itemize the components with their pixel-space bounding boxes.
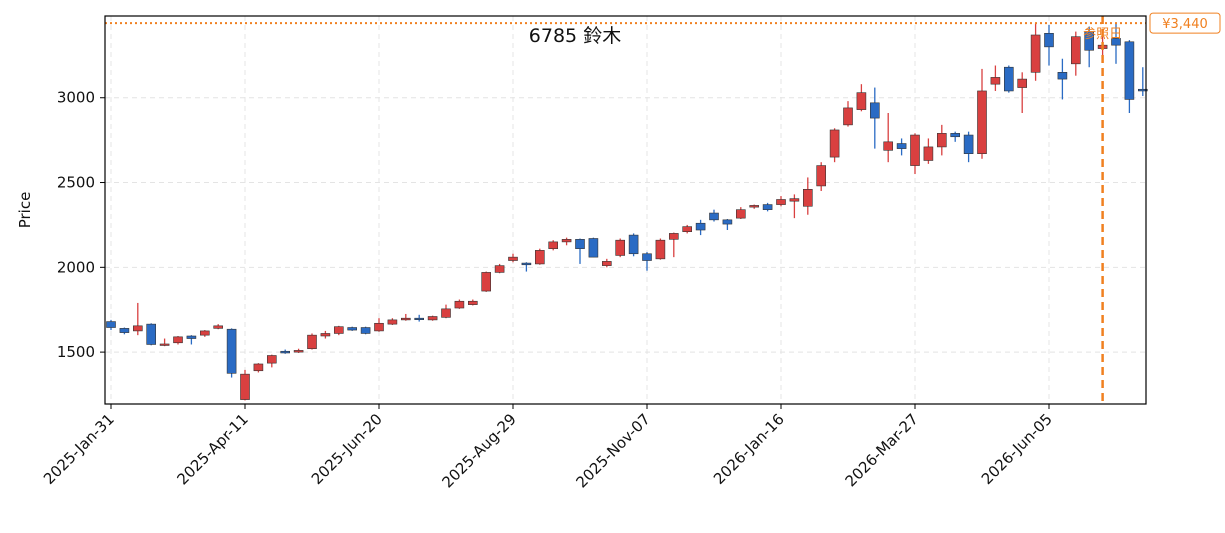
x-tick-label: 2026-Mar-27 xyxy=(842,410,922,490)
candle-body xyxy=(615,239,626,256)
candle-body xyxy=(173,336,183,344)
candle-body xyxy=(347,327,358,331)
candle-body xyxy=(628,234,639,255)
chart-title: 6785 鈴木 xyxy=(529,25,621,47)
candle-body xyxy=(226,328,237,374)
candle-body xyxy=(883,141,894,151)
candle-body xyxy=(400,317,411,321)
y-tick-label: 3000 xyxy=(57,89,95,107)
candle-body xyxy=(1138,88,1148,92)
candle-body xyxy=(776,199,786,205)
candle-body xyxy=(253,363,264,372)
candle-body xyxy=(1003,66,1014,92)
candle-body xyxy=(280,350,291,354)
candle-body xyxy=(454,300,465,309)
y-axis-label: Price xyxy=(16,192,34,229)
candle-body xyxy=(735,209,746,219)
x-tick-label: 2026-Jun-05 xyxy=(978,410,1056,488)
y-tick-label: 2500 xyxy=(57,174,95,192)
candle-body xyxy=(1084,31,1094,51)
candle-body xyxy=(575,239,585,249)
candle-body xyxy=(307,334,317,350)
hline-label-box xyxy=(1149,12,1221,34)
candle-body xyxy=(521,262,532,266)
candle-body xyxy=(146,323,156,345)
candle-body xyxy=(1044,32,1054,48)
candle-body xyxy=(467,300,478,305)
candle-body xyxy=(374,322,384,332)
candle-body xyxy=(119,328,130,333)
candle-body xyxy=(950,133,961,138)
candle-body xyxy=(936,133,947,148)
candle-body xyxy=(387,319,398,325)
candle-body xyxy=(1071,36,1081,65)
candle-body xyxy=(186,335,197,339)
candle-body xyxy=(441,308,451,318)
candle-body xyxy=(548,241,559,249)
candle-body xyxy=(816,165,827,187)
candle-body xyxy=(990,77,1001,85)
candle-body xyxy=(1030,34,1041,73)
candle-body xyxy=(481,272,492,292)
candle-body xyxy=(1057,72,1068,80)
candle-body xyxy=(910,134,920,166)
candle-body xyxy=(642,253,652,261)
candle-body xyxy=(829,129,840,158)
candle-body xyxy=(494,265,505,273)
vline-label: 参照日 xyxy=(1083,26,1122,42)
candle-body xyxy=(722,219,733,225)
candle-body xyxy=(923,146,934,161)
x-tick-label: 2025-Jan-31 xyxy=(40,410,118,488)
x-tick-label: 2026-Jan-16 xyxy=(710,410,788,488)
y-tick-label: 2000 xyxy=(57,258,95,276)
candle-body xyxy=(414,317,425,320)
candle-body xyxy=(1111,38,1121,46)
candle-body xyxy=(977,90,987,154)
candle-body xyxy=(266,355,277,364)
candle-body xyxy=(709,212,719,221)
candle-body xyxy=(508,256,518,261)
candle-body xyxy=(1124,41,1135,100)
candle-body xyxy=(843,107,853,126)
candle-body xyxy=(293,350,304,353)
x-tick-label: 2025-Apr-11 xyxy=(174,410,252,488)
candle-body xyxy=(601,261,612,266)
x-tick-label: 2025-Nov-07 xyxy=(573,410,654,491)
candle-body xyxy=(360,327,371,334)
plot-frame xyxy=(104,15,1147,405)
candle-body xyxy=(789,198,800,202)
candle-body xyxy=(213,325,223,329)
candle-body xyxy=(682,226,693,233)
candle-body xyxy=(534,250,545,265)
candle-body xyxy=(159,343,170,346)
candle-body xyxy=(333,326,344,334)
candle-body xyxy=(856,92,867,110)
candle-body xyxy=(427,316,438,321)
candle-body xyxy=(695,222,706,231)
candle-body xyxy=(655,239,666,260)
y-tick-label: 1500 xyxy=(57,343,95,361)
candle-body xyxy=(561,239,572,243)
candle-body xyxy=(762,204,773,210)
candle-body xyxy=(240,373,250,400)
x-tick-label: 2025-Jun-20 xyxy=(308,410,386,488)
candle-body xyxy=(802,189,813,207)
candle-body xyxy=(749,205,760,208)
x-tick-label: 2025-Aug-29 xyxy=(438,410,519,491)
candle-body xyxy=(200,330,210,336)
candle-body xyxy=(320,333,331,337)
candle-body xyxy=(668,233,679,240)
candle-body xyxy=(106,321,116,328)
candle-body xyxy=(1017,78,1028,88)
candle-body xyxy=(963,134,974,154)
hline-label: ¥3,440 xyxy=(1162,17,1208,32)
candle-body xyxy=(133,325,143,332)
candle-body xyxy=(588,238,599,258)
candle-body xyxy=(869,102,880,119)
candle-body xyxy=(896,143,907,149)
